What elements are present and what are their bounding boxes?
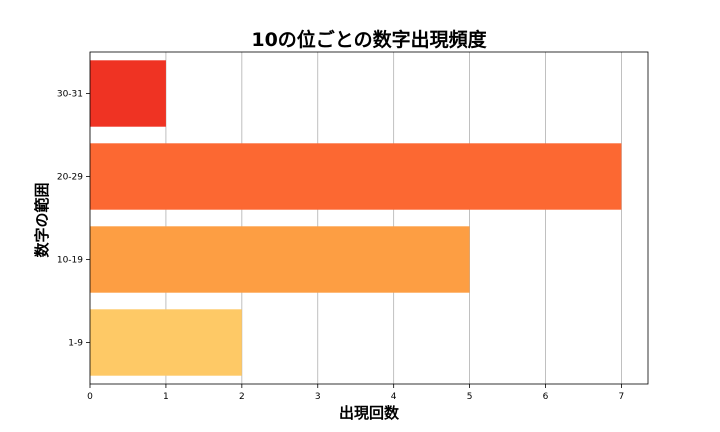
chart-title: 10の位ごとの数字出現頻度 bbox=[251, 28, 487, 51]
x-tick-label: 5 bbox=[467, 392, 473, 402]
x-axis-label: 出現回数 bbox=[339, 404, 400, 422]
plot-frame bbox=[89, 51, 649, 385]
bar-1-9 bbox=[90, 309, 242, 376]
x-tick-label: 7 bbox=[619, 392, 625, 402]
x-tick-label: 2 bbox=[239, 392, 245, 402]
bar-20-29 bbox=[90, 143, 622, 210]
y-ticks: 1-9 10-19 20-29 30-31 bbox=[57, 90, 90, 349]
x-tick-label: 4 bbox=[391, 392, 397, 402]
y-axis-label: 数字の範囲 bbox=[33, 182, 51, 257]
y-tick-label: 30-31 bbox=[57, 90, 83, 100]
x-tick-label: 0 bbox=[87, 392, 93, 402]
x-tick-label: 6 bbox=[543, 392, 549, 402]
bar-30-31 bbox=[90, 60, 166, 127]
x-tick-label: 3 bbox=[315, 392, 321, 402]
x-tick-label: 1 bbox=[163, 392, 169, 402]
y-tick-label: 10-19 bbox=[57, 256, 83, 266]
x-ticks: 0 1 2 3 4 5 6 7 bbox=[87, 384, 624, 402]
y-tick-label: 20-29 bbox=[57, 173, 83, 183]
y-tick-label: 1-9 bbox=[68, 339, 83, 349]
bar-10-19 bbox=[90, 226, 470, 293]
bars bbox=[90, 60, 622, 376]
